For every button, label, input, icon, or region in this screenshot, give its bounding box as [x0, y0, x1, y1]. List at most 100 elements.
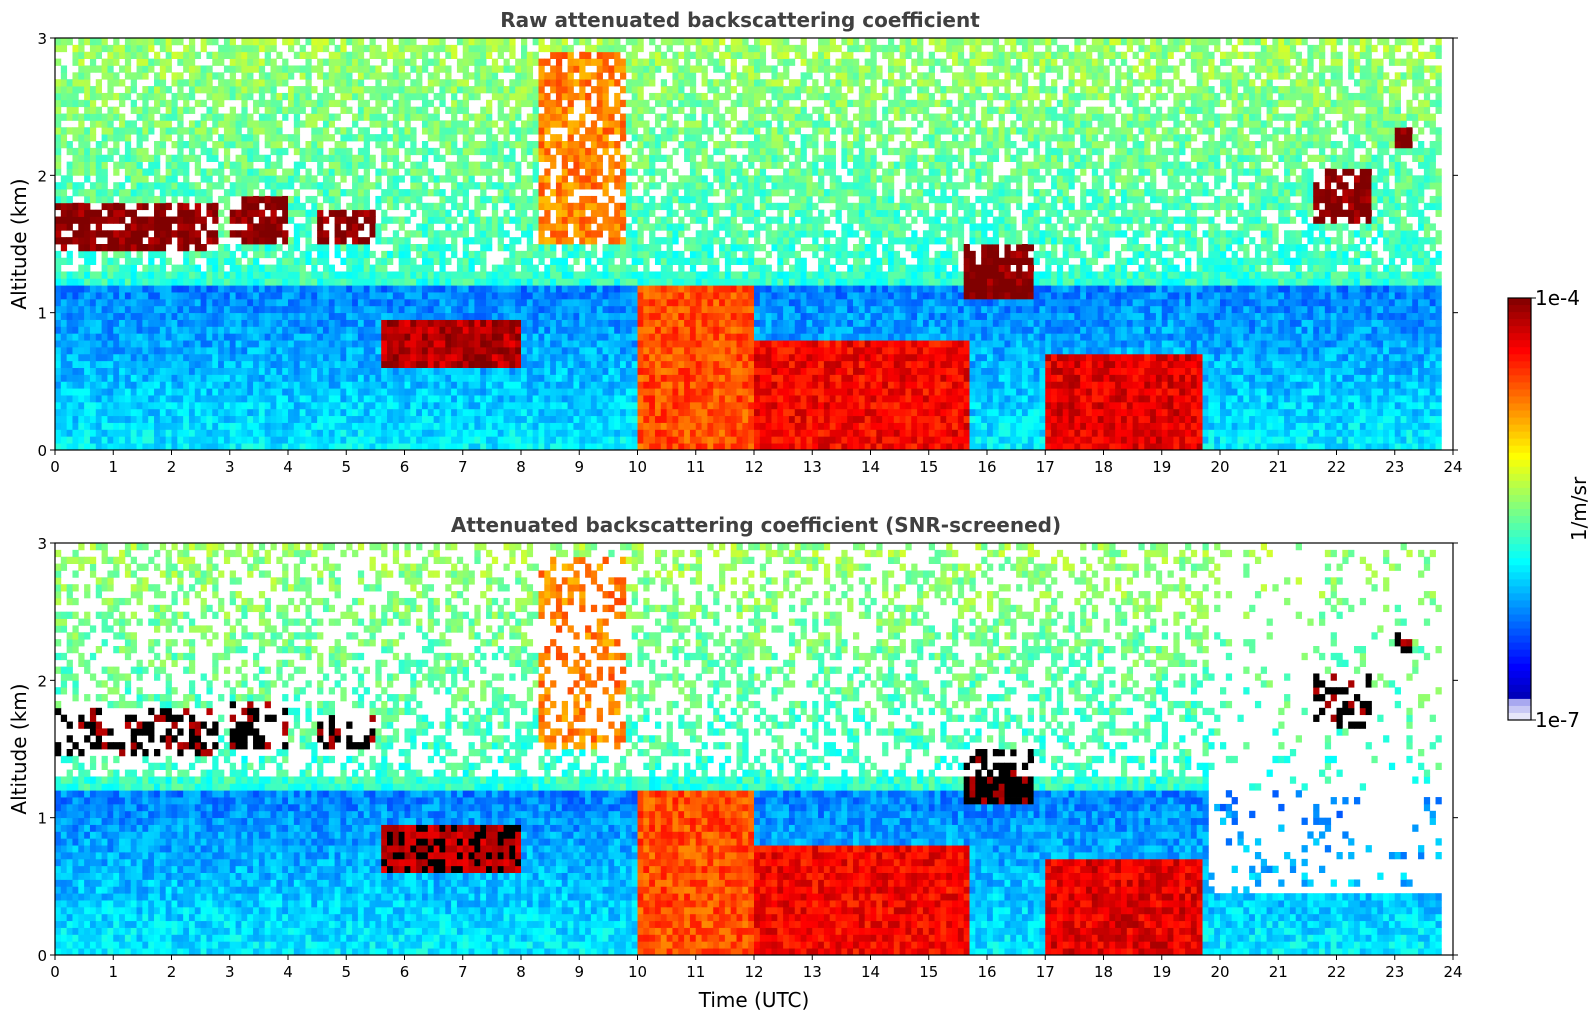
heatmap-cell	[95, 312, 103, 320]
heatmap-cell	[480, 250, 487, 259]
heatmap-cell	[521, 202, 528, 211]
heatmap-cell	[218, 360, 225, 368]
heatmap-cell	[468, 271, 475, 279]
heatmap-cell	[165, 333, 172, 341]
heatmap-cell	[282, 408, 289, 417]
heatmap-cell	[404, 250, 411, 259]
heatmap-cell	[532, 305, 539, 314]
heatmap-cell	[183, 189, 190, 197]
heatmap-cell	[165, 113, 172, 121]
heatmap-cell	[614, 44, 621, 53]
heatmap-cell	[270, 65, 277, 73]
heatmap-cell	[352, 202, 359, 211]
heatmap-cell	[66, 298, 73, 307]
heatmap-cell	[526, 298, 534, 307]
heatmap-cell	[311, 340, 318, 348]
heatmap-cell	[247, 195, 254, 204]
heatmap-cell	[311, 360, 318, 368]
heatmap-cell	[241, 367, 248, 375]
heatmap-cell	[550, 292, 557, 300]
heatmap-cell	[72, 298, 79, 307]
heatmap-cell	[334, 285, 341, 293]
heatmap-cell	[218, 298, 225, 307]
heatmap-cell	[317, 353, 324, 362]
heatmap-cell	[288, 141, 295, 149]
heatmap-cell	[241, 99, 248, 108]
heatmap-cell	[491, 92, 499, 101]
heatmap-cell	[89, 305, 97, 314]
heatmap-cell	[282, 381, 289, 389]
heatmap-cell	[328, 353, 336, 362]
heatmap-cell	[60, 175, 68, 183]
heatmap-cell	[421, 353, 429, 362]
heatmap-cell	[346, 374, 353, 382]
heatmap-cell	[509, 189, 516, 197]
heatmap-cell	[357, 237, 365, 245]
heatmap-cell	[229, 161, 236, 169]
heatmap-cell	[544, 271, 551, 279]
heatmap-cell	[561, 92, 569, 101]
heatmap-cell	[357, 436, 365, 444]
heatmap-cell	[247, 134, 254, 142]
heatmap-cell	[375, 175, 382, 183]
heatmap-cell	[352, 388, 359, 396]
heatmap-cell	[165, 347, 172, 355]
heatmap-cell	[188, 154, 196, 162]
heatmap-cell	[555, 182, 563, 190]
heatmap-cell	[66, 92, 73, 101]
heatmap-cell	[480, 264, 487, 272]
heatmap-cell	[119, 154, 126, 162]
heatmap-cell	[235, 230, 242, 238]
heatmap-cell	[223, 326, 231, 334]
heatmap-cell	[526, 161, 534, 169]
heatmap-cell	[346, 278, 353, 286]
heatmap-cell	[288, 298, 295, 307]
heatmap-cell	[363, 443, 370, 451]
heatmap-cell	[78, 99, 85, 108]
heatmap-cell	[602, 51, 609, 59]
heatmap-cell	[585, 401, 592, 410]
heatmap-cell	[433, 38, 440, 46]
heatmap-cell	[159, 202, 167, 211]
heatmap-cell	[113, 436, 120, 444]
heatmap-cell	[486, 340, 493, 348]
heatmap-cell	[130, 422, 137, 430]
heatmap-cell	[375, 429, 382, 437]
heatmap-cell	[235, 388, 242, 396]
heatmap-cell	[311, 422, 318, 430]
heatmap-cell	[614, 347, 621, 355]
heatmap-cell	[229, 285, 236, 293]
heatmap-cell	[258, 415, 266, 423]
heatmap-cell	[270, 381, 277, 389]
heatmap-cell	[305, 223, 312, 231]
heatmap-cell	[282, 65, 289, 73]
heatmap-cell	[445, 401, 452, 410]
heatmap-cell	[590, 237, 598, 245]
heatmap-cell	[550, 415, 557, 423]
heatmap-cell	[95, 154, 103, 162]
heatmap-cell	[491, 298, 499, 307]
heatmap-cell	[363, 44, 370, 53]
heatmap-cell	[235, 113, 242, 121]
heatmap-cell	[532, 408, 539, 417]
heatmap-cell	[480, 161, 487, 169]
heatmap-cell	[346, 223, 353, 231]
heatmap-cell	[264, 298, 271, 307]
heatmap-cell	[521, 44, 528, 53]
heatmap-cell	[95, 182, 103, 190]
heatmap-cell	[55, 312, 62, 320]
heatmap-cell	[183, 154, 190, 162]
heatmap-cell	[614, 58, 621, 66]
heatmap-cell	[159, 147, 167, 156]
heatmap-cell	[561, 367, 569, 375]
heatmap-cell	[241, 305, 248, 314]
heatmap-cell	[509, 395, 516, 403]
heatmap-cell	[60, 333, 68, 341]
heatmap-cell	[218, 141, 225, 149]
heatmap-cell	[78, 44, 85, 53]
heatmap-cell	[538, 113, 545, 121]
heatmap-cell	[264, 367, 271, 375]
heatmap-cell	[526, 120, 534, 128]
heatmap-cell	[171, 216, 178, 224]
heatmap-cell	[270, 113, 277, 121]
